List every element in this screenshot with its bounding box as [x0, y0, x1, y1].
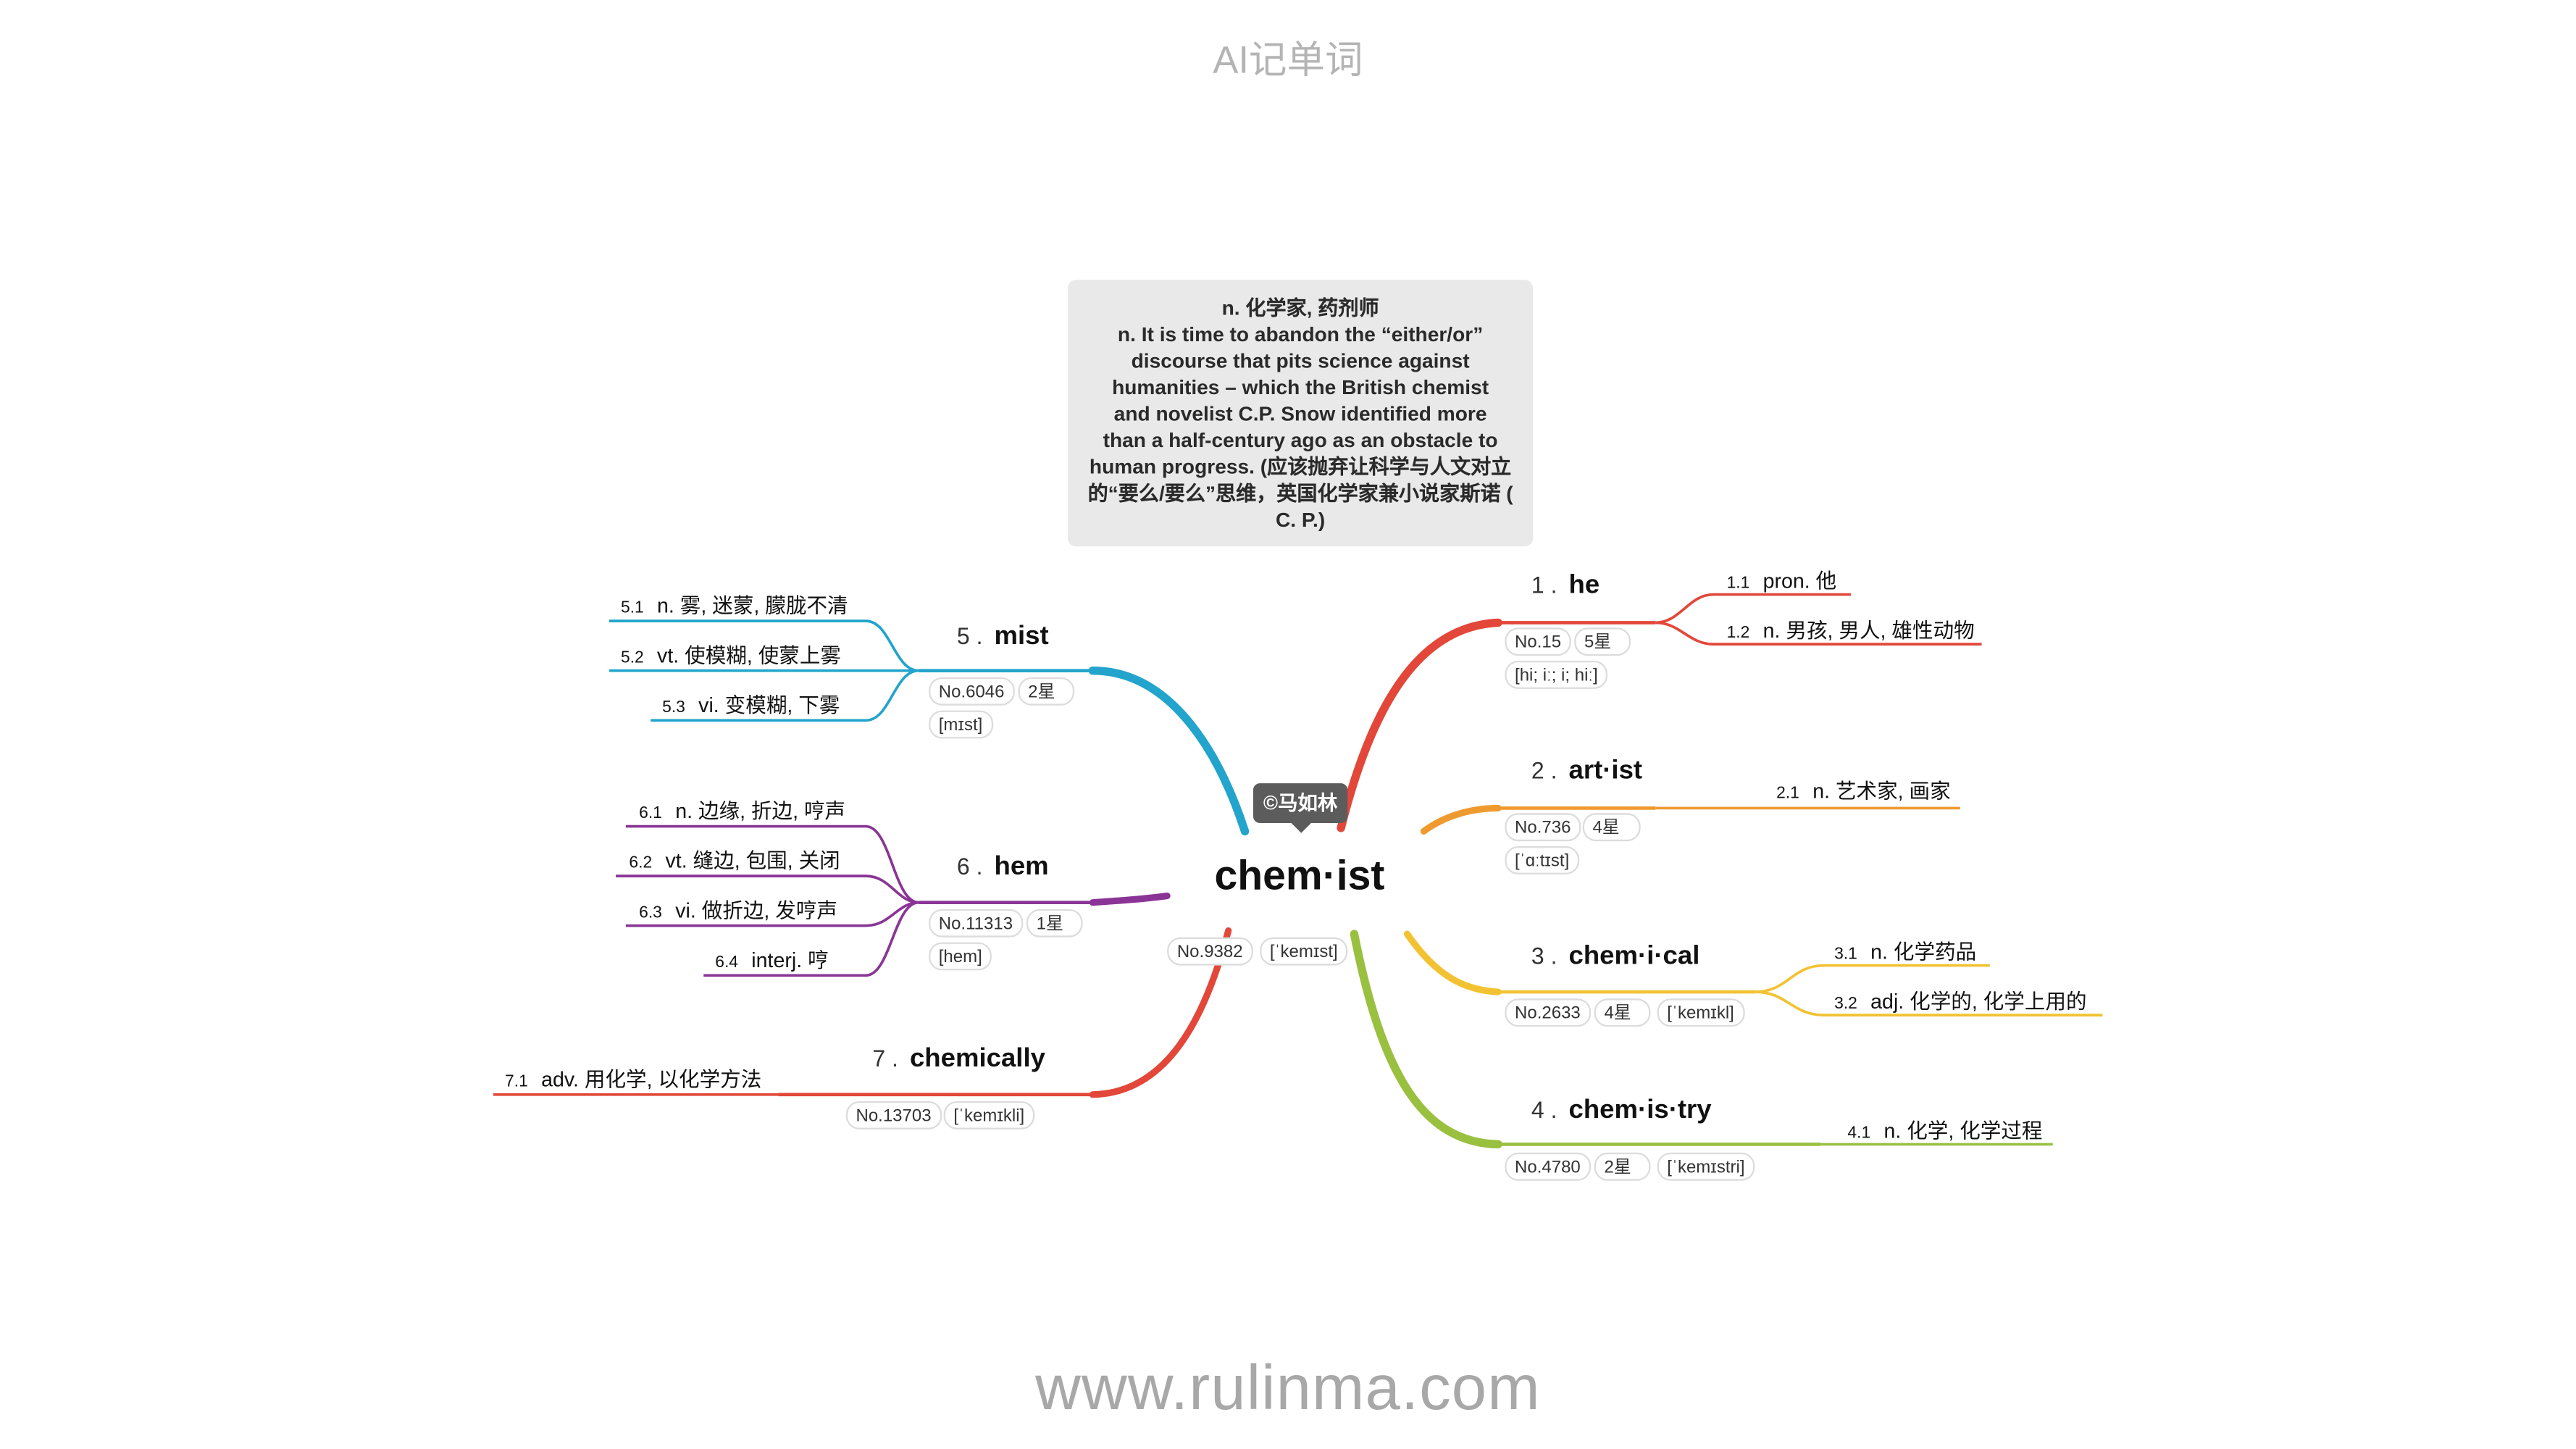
definition-line: 的“要么/要么”思维，英国化学家兼小说家斯诺 (: [1087, 482, 1513, 506]
branch-node-artist[interactable]: 2 . art·ist: [1531, 757, 1642, 787]
definition-line: humanities – which the British chemist: [1112, 375, 1489, 399]
star-tag: 1星: [1026, 909, 1083, 938]
phonetic-tag: [ˈɑːtɪst]: [1505, 845, 1579, 874]
branch-word: mist: [994, 622, 1049, 651]
branch-number: 2 .: [1531, 756, 1557, 784]
sense-item[interactable]: 6.2 vt. 缝边, 包围, 关闭: [629, 849, 840, 873]
star-tag: 2星: [1018, 677, 1075, 706]
definition-box: n. 化学家, 药剂师 n. It is time to abandon the…: [1068, 280, 1534, 547]
branch-number: 4 .: [1531, 1096, 1557, 1123]
phonetic-tag: [ˈkemɪkl]: [1657, 998, 1744, 1027]
rank-tag: No.4780: [1505, 1152, 1591, 1181]
branch-word: he: [1568, 571, 1600, 600]
branch-word: chem·is·try: [1568, 1096, 1712, 1124]
sense-item[interactable]: 6.4 interj. 哼: [715, 948, 829, 972]
branch-word: hem: [994, 853, 1049, 881]
sense-item[interactable]: 5.2 vt. 使模糊, 使蒙上雾: [620, 644, 842, 668]
phonetic-tag: [mɪst]: [929, 710, 993, 739]
sense-item[interactable]: 1.2 n. 男孩, 男人, 雄性动物: [1726, 619, 1975, 643]
sense-item[interactable]: 5.3 vi. 变模糊, 下雾: [662, 693, 840, 717]
branch-number: 6 .: [956, 853, 983, 880]
star-tag: 5星: [1574, 627, 1631, 656]
rank-tag: No.736: [1505, 813, 1581, 842]
phonetic-tag: [hem]: [929, 942, 992, 971]
rank-tag: No.6046: [929, 677, 1015, 706]
branch-word: chem·i·cal: [1568, 942, 1700, 971]
sense-item[interactable]: 5.1 n. 雾, 迷蒙, 朦胧不清: [620, 594, 848, 618]
footer-url[interactable]: www.rulinma.com: [1035, 1354, 1541, 1424]
branch-number: 1 .: [1531, 571, 1557, 598]
phonetic-tag: [ˈkemɪkli]: [943, 1101, 1034, 1129]
rank-tag: No.2633: [1505, 998, 1591, 1027]
trunk-mist: [1088, 666, 1250, 836]
rank-tag: No.15: [1505, 627, 1571, 656]
sense-item[interactable]: 2.1 n. 艺术家, 画家: [1776, 780, 1951, 803]
branch-node-he[interactable]: 1 . he: [1531, 572, 1599, 601]
branch-number: 5 .: [956, 622, 983, 649]
branch-node-hem[interactable]: 6 . hem: [957, 853, 1049, 882]
branch-word: art·ist: [1568, 756, 1643, 785]
rank-tag: No.11313: [929, 909, 1023, 938]
center-word[interactable]: chem·ist: [1214, 853, 1385, 900]
branch-word: chemically: [909, 1045, 1045, 1074]
rank-tag: No.13703: [845, 1101, 942, 1129]
branch-node-chemically[interactable]: 7 . chemically: [872, 1045, 1045, 1074]
definition-line: n. It is time to abandon the “either/or”: [1117, 322, 1484, 346]
definition-line: discourse that pits science against: [1131, 349, 1470, 373]
trunk-hem: [1089, 892, 1171, 906]
sense-item[interactable]: 6.1 n. 边缘, 折边, 哼声: [639, 799, 846, 823]
sense-item[interactable]: 1.1 pron. 他: [1726, 569, 1837, 593]
center-rank-tag: No.9382: [1167, 937, 1253, 966]
definition-line: than a half-century ago as an obstacle t…: [1103, 428, 1498, 452]
trunk-artist: [1420, 804, 1502, 835]
branch-number: 7 .: [872, 1045, 898, 1072]
trunk-chemical: [1403, 930, 1502, 995]
phonetic-tag: [hi; iː; i; hiː]: [1505, 660, 1608, 689]
star-tag: 4星: [1594, 998, 1651, 1027]
sense-item[interactable]: 7.1 adv. 用化学, 以化学方法: [505, 1068, 762, 1092]
definition-line: n. 化学家, 药剂师: [1221, 296, 1379, 320]
sense-item[interactable]: 4.1 n. 化学, 化学过程: [1847, 1119, 2043, 1143]
branch-node-mist[interactable]: 5 . mist: [957, 622, 1049, 652]
phonetic-tag: [ˈkemɪstri]: [1657, 1152, 1755, 1181]
star-tag: 2星: [1594, 1152, 1651, 1181]
definition-line: human progress. (应该抛弃让科学与人文对立: [1089, 455, 1512, 479]
trunk-he: [1337, 618, 1502, 832]
sense-item[interactable]: 3.2 adj. 化学的, 化学上用的: [1834, 990, 2087, 1014]
star-tag: 4星: [1582, 813, 1641, 842]
branch-node-chemistry[interactable]: 4 . chem·is·try: [1531, 1096, 1712, 1126]
trunk-chemistry: [1350, 930, 1502, 1149]
sense-item[interactable]: 3.1 n. 化学药品: [1834, 940, 1977, 964]
definition-line: and novelist C.P. Snow identified more: [1113, 402, 1487, 426]
center-phonetic-tag: [ˈkemɪst]: [1260, 937, 1348, 966]
branch-number: 3 .: [1531, 942, 1557, 969]
sense-item[interactable]: 6.3 vi. 做折边, 发哼声: [639, 899, 837, 923]
copyright-badge: ©马如林: [1253, 783, 1348, 833]
branch-node-chemical[interactable]: 3 . chem·i·cal: [1531, 943, 1699, 972]
app-title: AI记单词: [1213, 38, 1363, 81]
definition-line: C. P.): [1276, 508, 1326, 532]
